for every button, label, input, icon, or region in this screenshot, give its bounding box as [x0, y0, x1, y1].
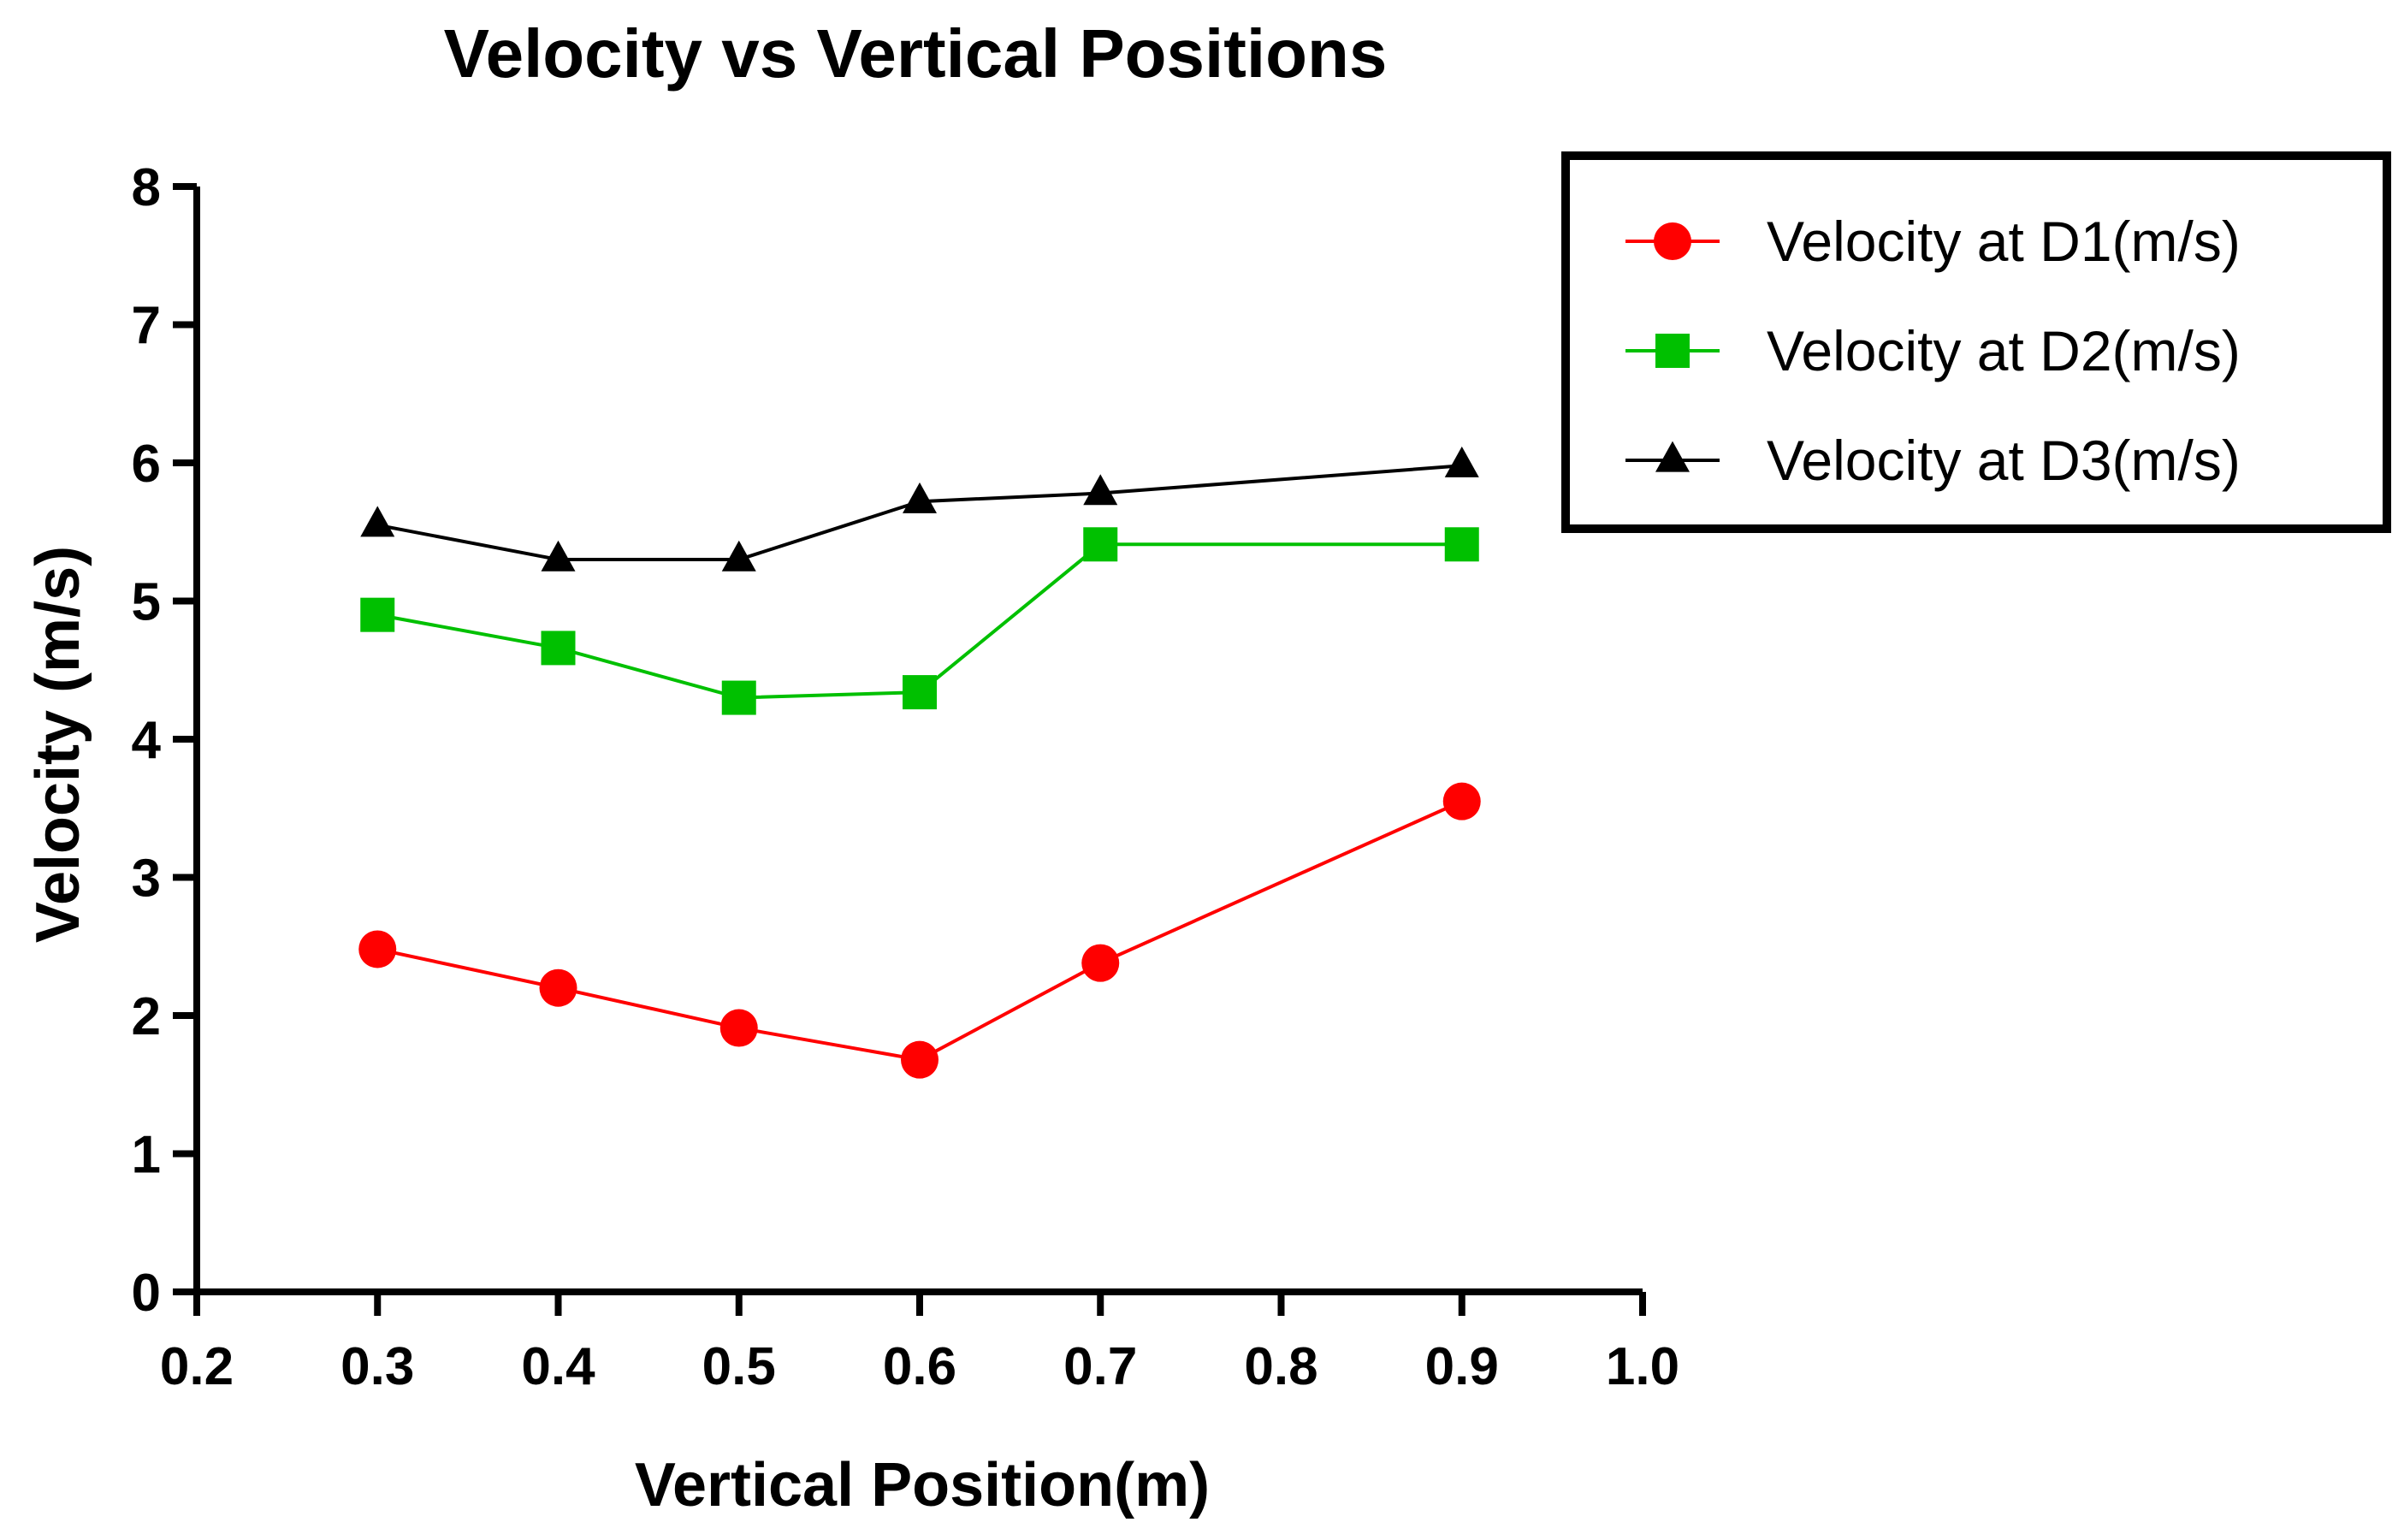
x-tick-label: 0.7 — [1063, 1337, 1137, 1396]
x-axis-label: Vertical Position(m) — [635, 1451, 1210, 1519]
series-1-point — [719, 1009, 758, 1047]
y-tick-label: 8 — [132, 158, 161, 217]
series-3-point — [903, 482, 937, 513]
legend-item-1: Velocity at D1(m/s) — [1625, 210, 2241, 273]
y-tick-label: 0 — [132, 1264, 161, 1323]
x-tick-label: 0.3 — [340, 1337, 414, 1396]
legend-item-3: Velocity at D3(m/s) — [1625, 429, 2241, 492]
series-3-point — [721, 540, 756, 572]
y-tick-label: 3 — [132, 850, 161, 909]
y-tick-label: 4 — [132, 711, 162, 770]
series-1 — [358, 782, 1481, 1079]
series-2 — [360, 527, 1479, 715]
legend-marker — [1655, 441, 1690, 472]
legend-item-2: Velocity at D2(m/s) — [1625, 319, 2241, 382]
x-tick-label: 0.9 — [1425, 1337, 1499, 1396]
series-2-point — [721, 680, 756, 715]
series-1-point — [1081, 944, 1120, 982]
series-3-point — [360, 506, 395, 537]
series-1-point — [901, 1040, 939, 1079]
x-tick-label: 0.6 — [883, 1337, 956, 1396]
y-tick-label: 2 — [132, 987, 161, 1046]
series-2-point — [903, 675, 937, 710]
series-layer — [358, 446, 1481, 1079]
series-3 — [360, 446, 1479, 572]
series-1-line — [376, 799, 1463, 1062]
x-tick-label: 1.0 — [1606, 1337, 1679, 1396]
x-tick-label: 0.8 — [1244, 1337, 1317, 1396]
series-2-point — [541, 631, 576, 666]
legend-label: Velocity at D3(m/s) — [1767, 429, 2241, 492]
legend: Velocity at D1(m/s) Velocity at D2(m/s) Ve… — [1561, 151, 2391, 533]
y-tick-label: 1 — [132, 1126, 161, 1185]
legend-box — [1561, 151, 2391, 533]
series-1-point — [1442, 782, 1481, 820]
x-tick-label: 0.5 — [702, 1337, 776, 1396]
x-tick-label: 0.4 — [521, 1337, 595, 1396]
series-1-point — [539, 968, 577, 1007]
series-2-line — [376, 542, 1462, 700]
legend-label: Velocity at D1(m/s) — [1767, 210, 2241, 273]
chart-title: Velocity vs Vertical Positions — [444, 15, 1388, 92]
series-3-point — [541, 540, 576, 572]
legend-label: Velocity at D2(m/s) — [1767, 319, 2241, 382]
series-2-point — [360, 597, 395, 632]
series-3-point — [1083, 474, 1118, 506]
y-axis-label: Velocity (m/s) — [24, 546, 92, 943]
series-2-point — [1444, 527, 1479, 562]
y-tick-label: 6 — [132, 435, 161, 494]
y-tick-label: 7 — [132, 297, 161, 356]
series-3-point — [1444, 446, 1479, 477]
y-tick-label: 5 — [132, 573, 161, 632]
series-1-point — [358, 930, 397, 968]
legend-marker — [1654, 222, 1691, 260]
legend-marker — [1655, 334, 1690, 368]
axes: 0.2 0.3 0.4 0.5 0.6 0.7 0.8 0.9 1.0 0 1 2 3 4 5 6 7 8 — [132, 158, 1680, 1396]
series-3-line — [376, 464, 1462, 562]
x-tick-label: 0.2 — [160, 1337, 234, 1396]
series-2-point — [1083, 527, 1118, 562]
